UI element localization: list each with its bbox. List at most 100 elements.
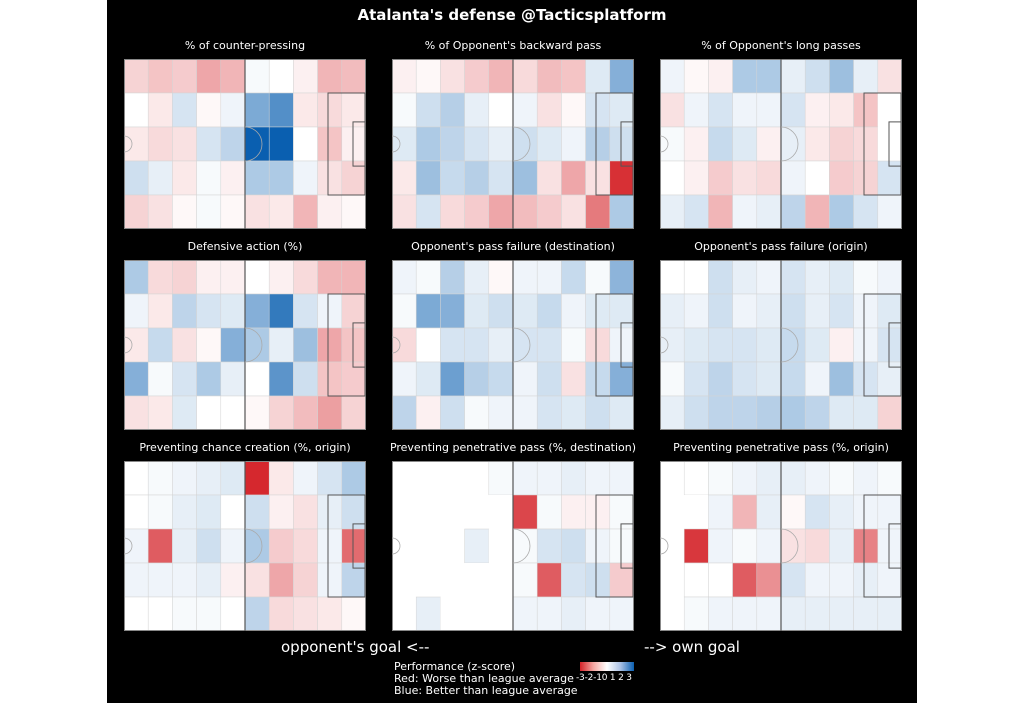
heatmap-cell <box>147 194 173 229</box>
heatmap-cell <box>317 461 343 496</box>
heatmap-cell <box>853 596 879 631</box>
heatmap-cell <box>660 260 685 295</box>
heatmap-cell <box>585 361 611 397</box>
heatmap-cell <box>561 92 586 128</box>
heatmap-cell <box>124 92 149 128</box>
heatmap-cell <box>415 92 441 128</box>
heatmap-cell <box>341 126 366 162</box>
heatmap-cell <box>172 327 197 363</box>
heatmap-cell <box>660 126 685 162</box>
heatmap-cell <box>536 395 562 430</box>
heatmap-cell <box>317 59 343 94</box>
heatmap-cell <box>804 260 830 295</box>
heatmap-cell <box>609 562 634 598</box>
heatmap-cell <box>124 160 149 196</box>
legend-red-note: Red: Worse than league average <box>394 672 574 685</box>
goal-box-right <box>888 523 902 569</box>
heatmap-cell <box>756 59 782 94</box>
heatmap-cell <box>244 260 270 295</box>
direction-label-left: opponent's goal <-- <box>281 638 430 656</box>
left-arc <box>660 135 669 153</box>
heatmap-cell <box>609 596 634 631</box>
heatmap-cell <box>124 562 149 598</box>
heatmap-cell <box>683 327 709 363</box>
heatmap-cell <box>244 395 270 430</box>
heatmap-cell <box>440 529 465 563</box>
heatmap-cell <box>732 92 758 128</box>
heatmap-cell <box>464 461 489 495</box>
heatmap-cell <box>124 528 149 564</box>
heatmap-cell <box>683 194 709 229</box>
heatmap-cell <box>147 59 173 94</box>
heatmap-cell <box>585 528 611 564</box>
heatmap-cell <box>585 327 611 363</box>
heatmap-cell <box>877 127 902 161</box>
heatmap-cell <box>732 528 758 564</box>
chart-panel: Atalanta's defense @Tacticsplatform % of… <box>107 0 917 703</box>
heatmap-cell <box>683 395 709 430</box>
heatmap-cell <box>732 361 758 397</box>
heatmap-cell <box>415 596 441 631</box>
heatmap-cell <box>804 461 830 496</box>
heatmap-cell <box>683 596 709 631</box>
heatmap-cell <box>196 528 222 564</box>
heatmap-cell <box>585 260 611 295</box>
heatmap-cell <box>708 194 733 229</box>
heatmap-cell <box>683 361 709 397</box>
heatmap-cell <box>196 596 222 631</box>
heatmap-cell <box>829 194 854 229</box>
goal-box-right <box>888 121 902 167</box>
heatmap-cell <box>877 93 902 127</box>
heatmap-cell <box>220 494 246 530</box>
heatmap-cell <box>877 327 902 363</box>
heatmap-cell <box>536 260 562 295</box>
heatmap-cell <box>172 562 197 598</box>
heatmap-cell <box>440 361 465 397</box>
heatmap-cell <box>585 596 611 631</box>
heatmap-cell <box>684 495 709 529</box>
heatmap-cell <box>756 562 782 598</box>
heatmap-cell <box>561 293 586 329</box>
heatmap-cell <box>732 293 758 329</box>
heatmap-cell <box>464 126 490 162</box>
heatmap-cell <box>317 126 343 162</box>
heatmap-cell <box>829 461 854 496</box>
heatmap-cell <box>392 126 417 162</box>
heatmap-cell <box>609 126 634 162</box>
heatmap-cell <box>829 395 854 430</box>
heatmap-cell <box>708 293 733 329</box>
heatmap-cell <box>512 160 538 196</box>
heatmap-cell <box>341 160 366 196</box>
heatmap-cell <box>488 495 513 529</box>
heatmap-cell <box>609 194 634 229</box>
heatmap-cell <box>317 92 343 128</box>
heatmap-cell <box>756 126 782 162</box>
heatmap-cell <box>268 293 294 329</box>
heatmap-cell <box>561 395 586 430</box>
heatmap-cell <box>415 59 441 94</box>
heatmap-cell <box>244 494 270 530</box>
heatmap-cell <box>392 563 417 597</box>
heatmap-cell <box>585 395 611 430</box>
heatmap-cell <box>392 194 417 229</box>
heatmap-cell <box>147 562 173 598</box>
heatmap-cell <box>561 126 586 162</box>
heatmap-cell <box>732 260 758 295</box>
heatmap-cell <box>683 260 709 295</box>
heatmap-cell <box>877 160 902 196</box>
heatmap-cell <box>488 461 514 496</box>
heatmap-cell <box>172 293 197 329</box>
heatmap-cell <box>585 126 611 162</box>
heatmap-cell <box>196 327 222 363</box>
heatmap-cell <box>196 293 222 329</box>
heatmap-cell <box>732 596 758 631</box>
legend-blue-note: Blue: Better than league average <box>394 684 578 697</box>
heatmap-cell <box>804 528 830 564</box>
heatmap-cell <box>561 528 586 564</box>
heatmap-cell <box>877 562 902 598</box>
heatmap-cell <box>464 495 489 529</box>
heatmap-cell <box>317 160 343 196</box>
heatmap-cell <box>585 293 611 329</box>
heatmap-cell <box>585 194 611 229</box>
heatmap-cell <box>660 327 685 363</box>
